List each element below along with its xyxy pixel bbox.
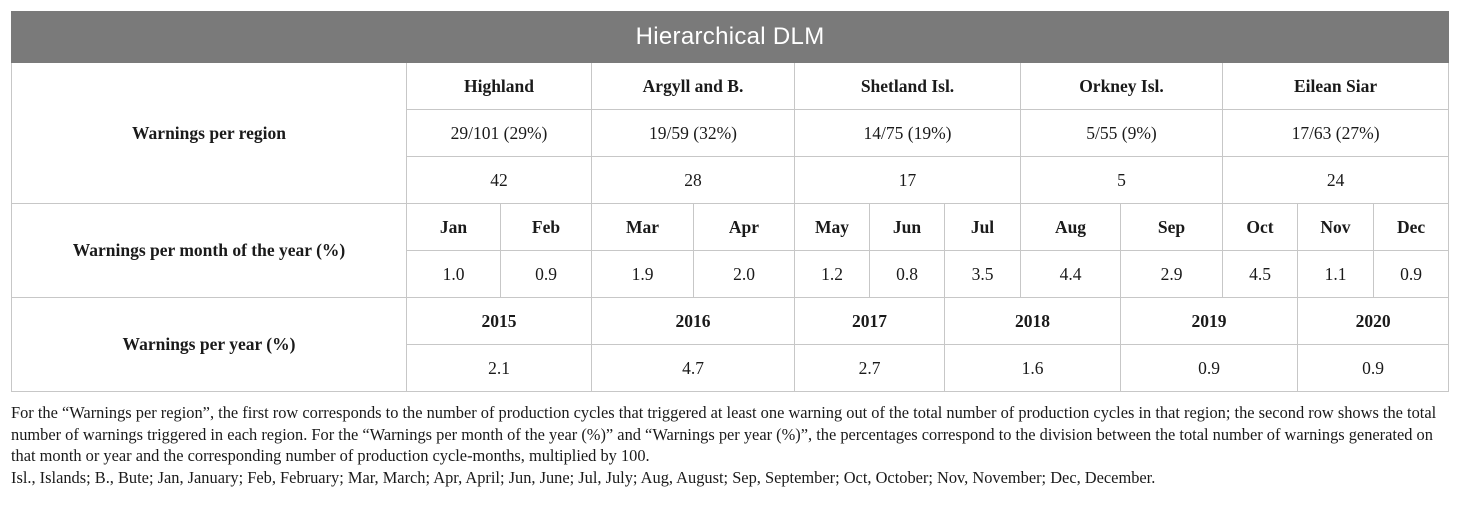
year-value-cell: 1.6 <box>944 344 1121 392</box>
month-value-cell: 1.2 <box>794 250 870 298</box>
month-value-cell: 2.9 <box>1120 250 1223 298</box>
region-header: Argyll and B. <box>591 62 795 110</box>
table-title: Hierarchical DLM <box>10 11 1450 63</box>
region-cycles-cell: 19/59 (32%) <box>591 109 795 157</box>
month-value-cell: 1.1 <box>1297 250 1374 298</box>
month-value-cell: 0.8 <box>869 250 945 298</box>
month-header: Jan <box>406 203 501 251</box>
month-header: Apr <box>693 203 795 251</box>
year-value-cell: 2.1 <box>406 344 592 392</box>
year-section-label: Warnings per year (%) <box>11 297 407 392</box>
month-value-cell: 0.9 <box>1372 250 1450 298</box>
table-footnote: For the “Warnings per region”, the first… <box>11 403 1437 465</box>
region-total-cell: 5 <box>1020 156 1223 204</box>
year-value-cell: 0.9 <box>1120 344 1298 392</box>
month-value-cell: 4.4 <box>1020 250 1121 298</box>
month-header: Jun <box>869 203 945 251</box>
abbreviations-note: Isl., Islands; B., Bute; Jan, January; F… <box>11 467 1156 487</box>
month-header: Dec <box>1372 203 1450 251</box>
month-value-cell: 0.9 <box>500 250 592 298</box>
month-header: Nov <box>1297 203 1374 251</box>
region-header: Shetland Isl. <box>794 62 1021 110</box>
results-table-container: Hierarchical DLM Warnings per region Hig… <box>10 11 1450 392</box>
region-total-cell: 28 <box>591 156 795 204</box>
region-section-label: Warnings per region <box>11 62 407 204</box>
region-cycles-cell: 14/75 (19%) <box>794 109 1021 157</box>
month-header: Feb <box>500 203 592 251</box>
month-value-cell: 4.5 <box>1222 250 1298 298</box>
year-header: 2020 <box>1296 297 1450 345</box>
region-header: Eilean Siar <box>1221 62 1450 110</box>
region-header: Orkney Isl. <box>1020 62 1223 110</box>
month-value-cell: 2.0 <box>693 250 795 298</box>
region-cycles-cell: 5/55 (9%) <box>1020 109 1223 157</box>
month-value-cell: 1.9 <box>591 250 694 298</box>
region-total-cell: 42 <box>406 156 592 204</box>
month-section-label: Warnings per month of the year (%) <box>11 203 407 298</box>
month-header: Jul <box>944 203 1021 251</box>
year-header: 2016 <box>591 297 795 345</box>
year-header: 2017 <box>794 297 945 345</box>
year-value-cell: 2.7 <box>794 344 945 392</box>
region-header: Highland <box>406 62 592 110</box>
region-total-cell: 17 <box>794 156 1021 204</box>
year-value-cell: 0.9 <box>1296 344 1450 392</box>
year-header: 2019 <box>1120 297 1298 345</box>
month-header: Sep <box>1120 203 1223 251</box>
month-header: Aug <box>1020 203 1121 251</box>
month-value-cell: 3.5 <box>944 250 1021 298</box>
month-value-cell: 1.0 <box>406 250 501 298</box>
month-header: Mar <box>591 203 694 251</box>
year-header: 2018 <box>944 297 1121 345</box>
hierarchical-dlm-table: Hierarchical DLM Warnings per region Hig… <box>10 11 1450 392</box>
month-header: May <box>794 203 870 251</box>
year-header: 2015 <box>406 297 592 345</box>
month-header: Oct <box>1222 203 1298 251</box>
year-value-cell: 4.7 <box>591 344 795 392</box>
region-total-cell: 24 <box>1221 156 1450 204</box>
region-cycles-cell: 17/63 (27%) <box>1221 109 1450 157</box>
table-notes: For the “Warnings per region”, the first… <box>11 402 1451 488</box>
region-cycles-cell: 29/101 (29%) <box>406 109 592 157</box>
